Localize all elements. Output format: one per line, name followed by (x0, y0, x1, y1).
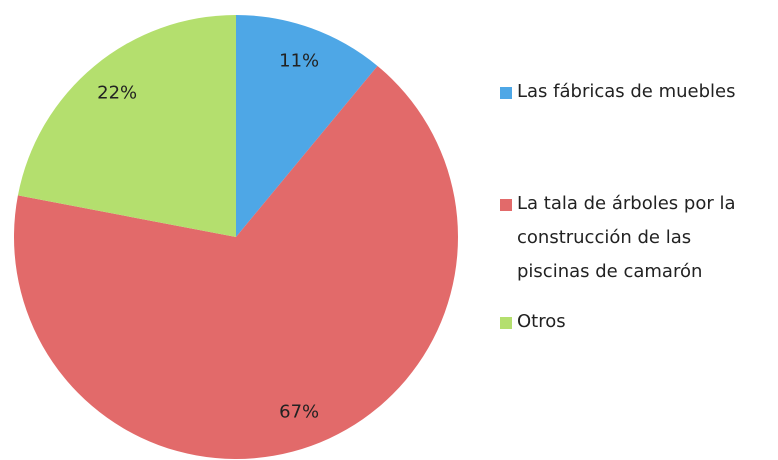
legend-item: Las fábricas de muebles (500, 75, 768, 109)
legend-swatch (500, 199, 512, 211)
legend-label: Otros (517, 311, 566, 332)
legend-item: La tala de árboles por la construcción d… (500, 187, 768, 289)
legend-swatch (500, 87, 512, 99)
legend-swatch (500, 317, 512, 329)
legend-label: Las fábricas de muebles (517, 81, 736, 102)
legend-item: Otros (500, 305, 768, 339)
data-label: 67% (279, 401, 319, 422)
pie-slice (17, 15, 236, 237)
legend-label: La tala de árboles por la construcción d… (517, 193, 736, 282)
pie-slice (236, 15, 378, 237)
data-label: 11% (279, 51, 319, 72)
pie-slice (13, 65, 459, 460)
data-label: 22% (97, 82, 137, 103)
